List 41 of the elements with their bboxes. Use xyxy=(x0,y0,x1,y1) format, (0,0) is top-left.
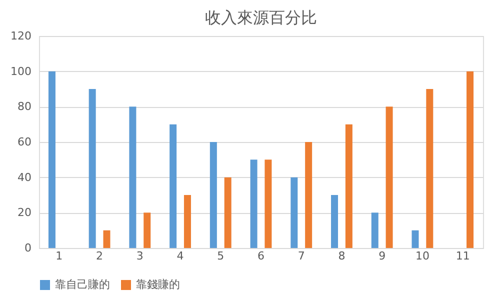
bar xyxy=(170,124,177,248)
bar xyxy=(290,177,298,248)
y-tick-label: 60 xyxy=(18,136,32,148)
bar xyxy=(144,212,151,248)
legend-label: 靠錢賺的 xyxy=(136,278,180,291)
x-tick-label: 8 xyxy=(338,250,346,262)
bar xyxy=(345,124,352,248)
bar xyxy=(386,106,393,248)
bar xyxy=(184,195,191,248)
x-tick-label: 10 xyxy=(415,250,430,262)
x-tick-label: 9 xyxy=(378,250,386,262)
bar xyxy=(103,230,110,248)
y-tick-label: 0 xyxy=(24,242,32,254)
bar xyxy=(129,106,136,248)
bar xyxy=(412,230,419,248)
y-tick-label: 20 xyxy=(18,206,32,220)
legend-label: 靠自己賺的 xyxy=(55,278,110,291)
chart-title: 收入來源百分比 xyxy=(205,8,317,27)
bar xyxy=(466,71,474,248)
x-tick-label: 3 xyxy=(136,250,144,262)
bar xyxy=(224,177,232,248)
x-tick-label: 2 xyxy=(96,250,104,262)
y-tick-label: 100 xyxy=(10,64,32,78)
x-tick-label: 6 xyxy=(258,250,264,262)
bar xyxy=(210,142,217,248)
x-tick-label: 11 xyxy=(456,250,470,262)
bar xyxy=(426,89,434,248)
y-tick-label: 40 xyxy=(18,170,32,184)
bar xyxy=(88,89,96,248)
y-tick-label: 120 xyxy=(10,30,32,42)
y-tick-label: 80 xyxy=(18,100,32,114)
bar xyxy=(48,71,56,248)
bar xyxy=(264,160,272,248)
x-tick-label: 1 xyxy=(56,250,63,262)
bar xyxy=(250,160,258,248)
x-tick-label: 7 xyxy=(298,250,305,262)
x-tick-label: 4 xyxy=(176,250,184,262)
bar xyxy=(331,195,338,248)
bar xyxy=(371,212,378,248)
x-tick-label: 5 xyxy=(217,250,224,262)
bar xyxy=(305,142,312,248)
